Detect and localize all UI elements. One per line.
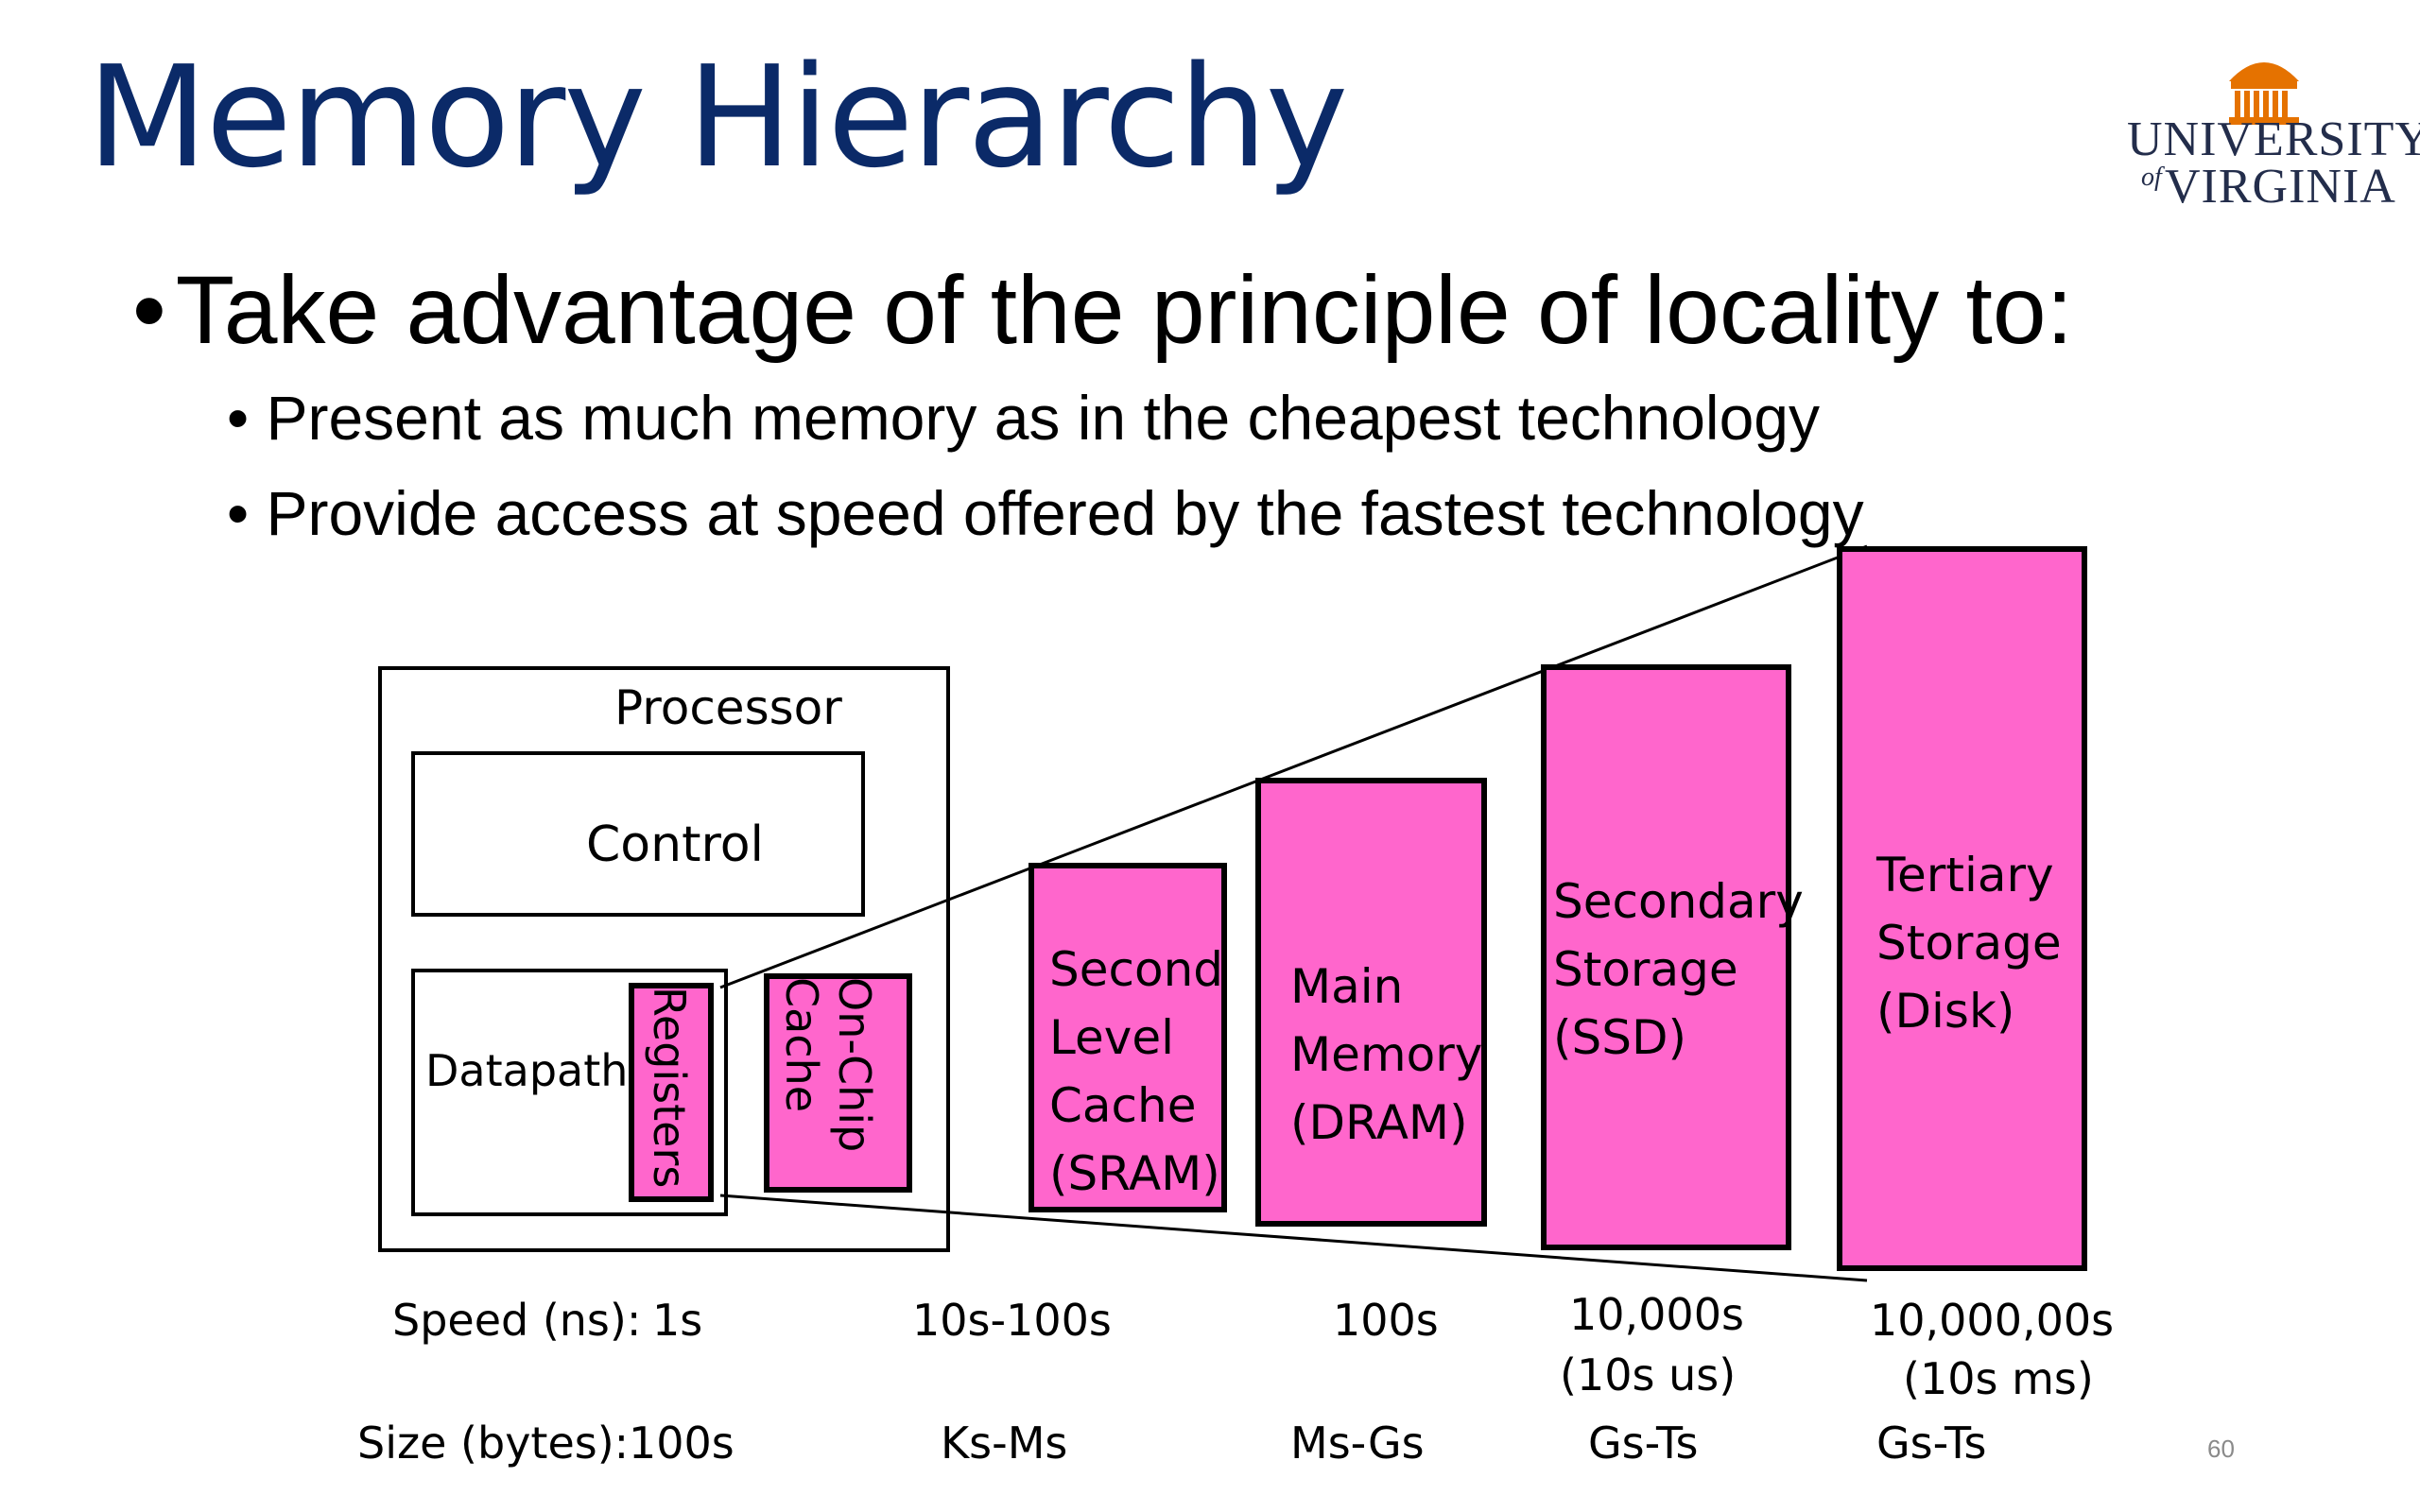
- bullet-sub-1-text: Present as much memory as in the cheapes…: [266, 383, 1820, 453]
- page-number: 60: [2207, 1435, 2235, 1463]
- tertiary-line-3: (Disk): [1876, 984, 2015, 1039]
- bullet-dot: •: [227, 383, 267, 453]
- speed-value-tertiary: 10,000,00s: [1870, 1295, 2115, 1346]
- l2-cache-label: Second Level Cache (SRAM): [1049, 936, 1223, 1208]
- secondary-storage-box: [1541, 664, 1791, 1250]
- rotunda-logo-icon: [2229, 62, 2299, 125]
- registers-label: Registers: [644, 987, 695, 1189]
- secondary-line-1: Secondary: [1553, 874, 1804, 929]
- speed-value-registers: 1s: [652, 1295, 703, 1346]
- size-value-tertiary: Gs-Ts: [1876, 1418, 1987, 1469]
- datapath-box: [411, 969, 728, 1216]
- l2-line-2: Level: [1049, 1010, 1174, 1065]
- size-value-l2: Ks-Ms: [941, 1418, 1068, 1469]
- logo-virginia-text: VIRGINIA: [2165, 160, 2396, 214]
- logo-of-text: of: [2141, 163, 2162, 192]
- size-value-secondary: Gs-Ts: [1588, 1418, 1699, 1469]
- speed-value-l2: 10s-100s: [912, 1295, 1112, 1346]
- bullet-dot: •: [227, 478, 267, 548]
- tertiary-line-1: Tertiary: [1876, 848, 2054, 902]
- main-memory-line-2: Memory: [1290, 1027, 1483, 1082]
- main-memory-label: Main Memory (DRAM): [1290, 953, 1482, 1157]
- processor-box: [378, 666, 950, 1252]
- bullet-sub-1: • Present as much memory as in the cheap…: [227, 382, 1820, 454]
- funnel-bottom-line: [719, 1194, 1868, 1282]
- secondary-storage-label: Secondary Storage (SSD): [1553, 868, 1804, 1072]
- main-memory-box: [1255, 778, 1487, 1227]
- speed-sub-secondary: (10s us): [1560, 1349, 1737, 1400]
- onchip-line-1: On-Chip: [829, 977, 880, 1153]
- funnel-top-line: [719, 544, 1868, 989]
- control-box: [411, 751, 865, 917]
- control-label: Control: [586, 816, 764, 873]
- bullet-main: •Take advantage of the principle of loca…: [132, 255, 2073, 366]
- l2-line-1: Second: [1049, 942, 1224, 997]
- size-label: Size (bytes):: [357, 1418, 630, 1469]
- tertiary-storage-box: [1837, 546, 2087, 1271]
- main-memory-line-3: (DRAM): [1290, 1095, 1468, 1150]
- logo-university-text: UNIVERSITY: [2127, 112, 2420, 166]
- size-value-main-memory: Ms-Gs: [1290, 1418, 1425, 1469]
- onchip-cache-label: On-Chip Cache: [775, 977, 881, 1185]
- registers-box: [629, 983, 714, 1202]
- l2-line-4: (SRAM): [1049, 1146, 1220, 1201]
- datapath-label: Datapath: [425, 1045, 629, 1096]
- main-memory-line-1: Main: [1290, 959, 1404, 1014]
- bullet-main-text: Take advantage of the principle of local…: [175, 256, 2073, 364]
- slide-title: Memory Hierarchy: [87, 36, 1348, 198]
- secondary-line-3: (SSD): [1553, 1010, 1686, 1065]
- size-value-registers: 100s: [629, 1418, 735, 1469]
- bullet-sub-2: • Provide access at speed offered by the…: [227, 477, 1864, 549]
- tertiary-line-2: Storage: [1876, 916, 2062, 971]
- secondary-line-2: Storage: [1553, 942, 1738, 997]
- tertiary-storage-label: Tertiary Storage (Disk): [1876, 841, 2062, 1045]
- l2-line-3: Cache: [1049, 1078, 1197, 1133]
- onchip-cache-box: [764, 973, 912, 1193]
- processor-label: Processor: [614, 680, 842, 735]
- speed-sub-tertiary: (10s ms): [1903, 1353, 2094, 1404]
- speed-label: Speed (ns):: [392, 1295, 642, 1346]
- onchip-line-2: Cache: [776, 977, 827, 1113]
- bullet-dot: •: [132, 256, 166, 364]
- bullet-sub-2-text: Provide access at speed offered by the f…: [266, 478, 1864, 548]
- l2-cache-box: [1028, 863, 1227, 1212]
- speed-value-main-memory: 100s: [1333, 1295, 1439, 1346]
- speed-value-secondary: 10,000s: [1569, 1289, 1744, 1340]
